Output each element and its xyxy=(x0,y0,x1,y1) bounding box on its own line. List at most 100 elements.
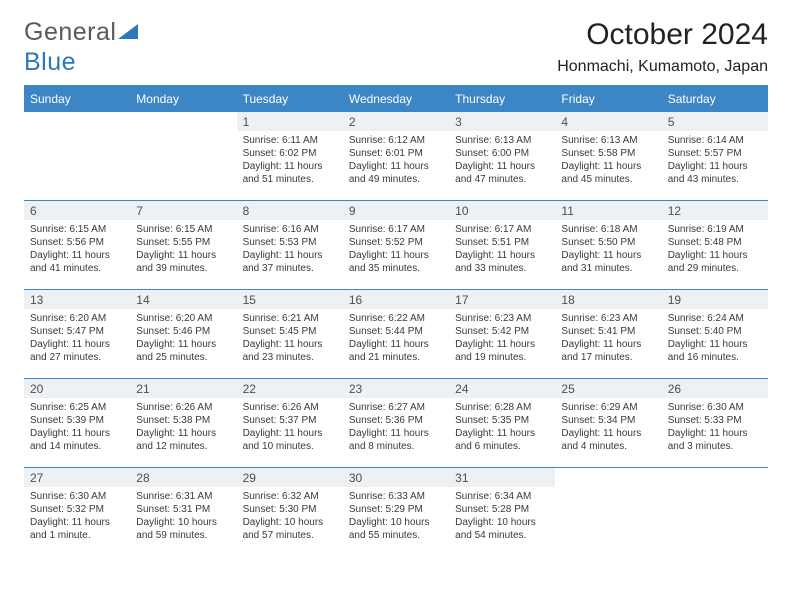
day-details: Sunrise: 6:22 AMSunset: 5:44 PMDaylight:… xyxy=(343,309,449,369)
location-text: Honmachi, Kumamoto, Japan xyxy=(557,58,768,76)
sunrise-line: Sunrise: 6:26 AM xyxy=(243,401,337,414)
sunset-line: Sunset: 5:55 PM xyxy=(136,236,230,249)
weekday-header: Sunday xyxy=(24,87,130,111)
sunset-line: Sunset: 6:02 PM xyxy=(243,147,337,160)
day-number: 9 xyxy=(343,201,449,220)
daylight-line: Daylight: 11 hours and 43 minutes. xyxy=(668,160,762,186)
day-details: Sunrise: 6:13 AMSunset: 5:58 PMDaylight:… xyxy=(555,131,661,191)
daylight-line: Daylight: 10 hours and 54 minutes. xyxy=(455,516,549,542)
daylight-line: Daylight: 11 hours and 12 minutes. xyxy=(136,427,230,453)
daylight-line: Daylight: 11 hours and 31 minutes. xyxy=(561,249,655,275)
day-number: 26 xyxy=(662,379,768,398)
day-number: 10 xyxy=(449,201,555,220)
sunrise-line: Sunrise: 6:15 AM xyxy=(136,223,230,236)
day-number: 19 xyxy=(662,290,768,309)
sunset-line: Sunset: 5:33 PM xyxy=(668,414,762,427)
day-number: 5 xyxy=(662,112,768,131)
daylight-line: Daylight: 11 hours and 1 minute. xyxy=(30,516,124,542)
day-number: 27 xyxy=(24,468,130,487)
sunset-line: Sunset: 5:52 PM xyxy=(349,236,443,249)
day-number: 29 xyxy=(237,468,343,487)
calendar-cell: 18Sunrise: 6:23 AMSunset: 5:41 PMDayligh… xyxy=(555,289,661,378)
calendar-cell-empty xyxy=(130,111,236,200)
calendar-cell: 2Sunrise: 6:12 AMSunset: 6:01 PMDaylight… xyxy=(343,111,449,200)
sunrise-line: Sunrise: 6:30 AM xyxy=(30,490,124,503)
day-details: Sunrise: 6:30 AMSunset: 5:32 PMDaylight:… xyxy=(24,487,130,547)
weekday-header: Friday xyxy=(555,87,661,111)
day-details: Sunrise: 6:29 AMSunset: 5:34 PMDaylight:… xyxy=(555,398,661,458)
daylight-line: Daylight: 11 hours and 29 minutes. xyxy=(668,249,762,275)
day-details: Sunrise: 6:15 AMSunset: 5:56 PMDaylight:… xyxy=(24,220,130,280)
day-number: 28 xyxy=(130,468,236,487)
sunrise-line: Sunrise: 6:16 AM xyxy=(243,223,337,236)
sunset-line: Sunset: 5:46 PM xyxy=(136,325,230,338)
calendar-cell: 23Sunrise: 6:27 AMSunset: 5:36 PMDayligh… xyxy=(343,378,449,467)
daylight-line: Daylight: 11 hours and 21 minutes. xyxy=(349,338,443,364)
daylight-line: Daylight: 11 hours and 4 minutes. xyxy=(561,427,655,453)
day-details: Sunrise: 6:28 AMSunset: 5:35 PMDaylight:… xyxy=(449,398,555,458)
logo-word1: General xyxy=(24,18,116,46)
calendar-cell: 20Sunrise: 6:25 AMSunset: 5:39 PMDayligh… xyxy=(24,378,130,467)
day-number: 14 xyxy=(130,290,236,309)
sunrise-line: Sunrise: 6:23 AM xyxy=(455,312,549,325)
sunset-line: Sunset: 5:40 PM xyxy=(668,325,762,338)
daylight-line: Daylight: 11 hours and 14 minutes. xyxy=(30,427,124,453)
day-number: 20 xyxy=(24,379,130,398)
day-number: 31 xyxy=(449,468,555,487)
sunrise-line: Sunrise: 6:23 AM xyxy=(561,312,655,325)
sunset-line: Sunset: 5:48 PM xyxy=(668,236,762,249)
calendar-cell: 22Sunrise: 6:26 AMSunset: 5:37 PMDayligh… xyxy=(237,378,343,467)
calendar-cell: 17Sunrise: 6:23 AMSunset: 5:42 PMDayligh… xyxy=(449,289,555,378)
calendar-cell: 30Sunrise: 6:33 AMSunset: 5:29 PMDayligh… xyxy=(343,467,449,556)
day-number: 11 xyxy=(555,201,661,220)
day-details: Sunrise: 6:33 AMSunset: 5:29 PMDaylight:… xyxy=(343,487,449,547)
day-details: Sunrise: 6:21 AMSunset: 5:45 PMDaylight:… xyxy=(237,309,343,369)
day-number: 15 xyxy=(237,290,343,309)
day-details: Sunrise: 6:14 AMSunset: 5:57 PMDaylight:… xyxy=(662,131,768,191)
day-number: 21 xyxy=(130,379,236,398)
logo-word2: Blue xyxy=(24,48,76,76)
daylight-line: Daylight: 11 hours and 3 minutes. xyxy=(668,427,762,453)
calendar-cell: 3Sunrise: 6:13 AMSunset: 6:00 PMDaylight… xyxy=(449,111,555,200)
sunset-line: Sunset: 5:37 PM xyxy=(243,414,337,427)
calendar-cell: 19Sunrise: 6:24 AMSunset: 5:40 PMDayligh… xyxy=(662,289,768,378)
calendar-cell: 15Sunrise: 6:21 AMSunset: 5:45 PMDayligh… xyxy=(237,289,343,378)
daylight-line: Daylight: 11 hours and 8 minutes. xyxy=(349,427,443,453)
daylight-line: Daylight: 11 hours and 27 minutes. xyxy=(30,338,124,364)
day-details: Sunrise: 6:34 AMSunset: 5:28 PMDaylight:… xyxy=(449,487,555,547)
sunrise-line: Sunrise: 6:13 AM xyxy=(455,134,549,147)
sunset-line: Sunset: 5:38 PM xyxy=(136,414,230,427)
daylight-line: Daylight: 11 hours and 25 minutes. xyxy=(136,338,230,364)
day-details: Sunrise: 6:26 AMSunset: 5:37 PMDaylight:… xyxy=(237,398,343,458)
daylight-line: Daylight: 11 hours and 23 minutes. xyxy=(243,338,337,364)
daylight-line: Daylight: 11 hours and 6 minutes. xyxy=(455,427,549,453)
sunset-line: Sunset: 5:57 PM xyxy=(668,147,762,160)
weekday-header: Monday xyxy=(130,87,236,111)
title-block: October 2024 Honmachi, Kumamoto, Japan xyxy=(557,18,768,76)
logo-sail-icon xyxy=(117,19,139,48)
day-details: Sunrise: 6:31 AMSunset: 5:31 PMDaylight:… xyxy=(130,487,236,547)
sunset-line: Sunset: 5:47 PM xyxy=(30,325,124,338)
sunrise-line: Sunrise: 6:15 AM xyxy=(30,223,124,236)
calendar-cell: 21Sunrise: 6:26 AMSunset: 5:38 PMDayligh… xyxy=(130,378,236,467)
calendar-cell: 7Sunrise: 6:15 AMSunset: 5:55 PMDaylight… xyxy=(130,200,236,289)
sunrise-line: Sunrise: 6:12 AM xyxy=(349,134,443,147)
day-details: Sunrise: 6:23 AMSunset: 5:41 PMDaylight:… xyxy=(555,309,661,369)
calendar-cell: 24Sunrise: 6:28 AMSunset: 5:35 PMDayligh… xyxy=(449,378,555,467)
sunset-line: Sunset: 5:35 PM xyxy=(455,414,549,427)
sunrise-line: Sunrise: 6:20 AM xyxy=(30,312,124,325)
sunrise-line: Sunrise: 6:18 AM xyxy=(561,223,655,236)
day-number: 7 xyxy=(130,201,236,220)
sunset-line: Sunset: 5:58 PM xyxy=(561,147,655,160)
calendar-grid: SundayMondayTuesdayWednesdayThursdayFrid… xyxy=(24,85,768,556)
day-details: Sunrise: 6:27 AMSunset: 5:36 PMDaylight:… xyxy=(343,398,449,458)
calendar-cell-empty xyxy=(555,467,661,556)
sunrise-line: Sunrise: 6:28 AM xyxy=(455,401,549,414)
sunrise-line: Sunrise: 6:31 AM xyxy=(136,490,230,503)
sunrise-line: Sunrise: 6:27 AM xyxy=(349,401,443,414)
day-details: Sunrise: 6:24 AMSunset: 5:40 PMDaylight:… xyxy=(662,309,768,369)
sunrise-line: Sunrise: 6:14 AM xyxy=(668,134,762,147)
sunrise-line: Sunrise: 6:20 AM xyxy=(136,312,230,325)
sunrise-line: Sunrise: 6:13 AM xyxy=(561,134,655,147)
sunrise-line: Sunrise: 6:32 AM xyxy=(243,490,337,503)
